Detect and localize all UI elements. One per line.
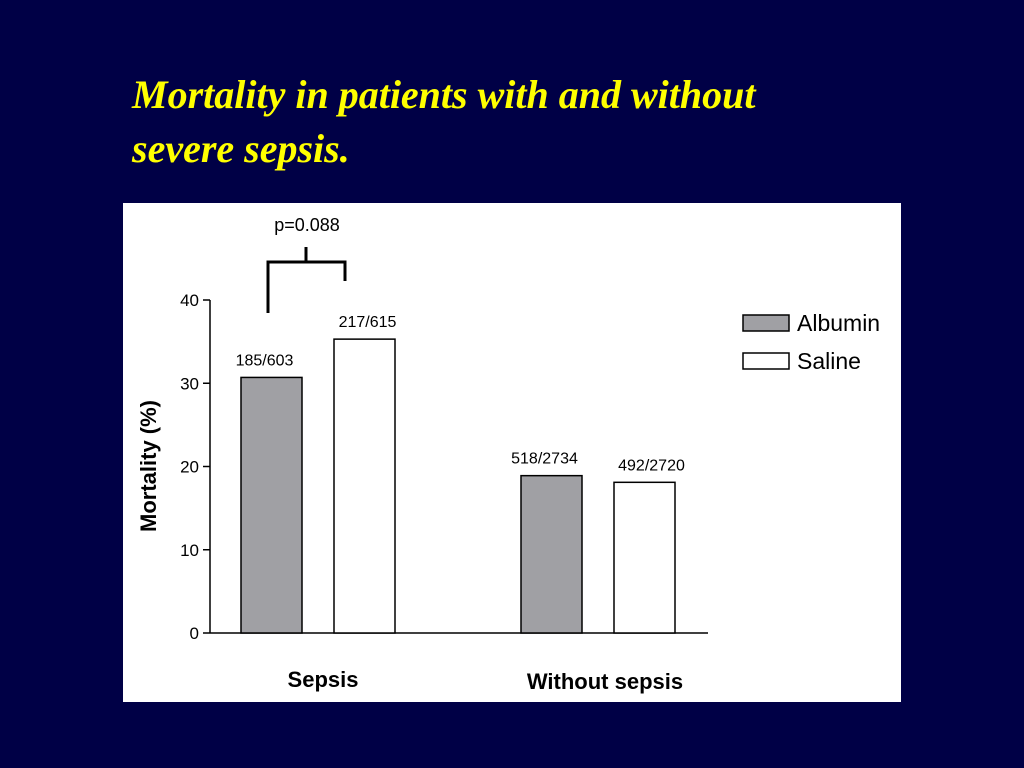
category-label: Sepsis [288,667,359,692]
y-tick-label: 30 [180,374,199,393]
legend-swatch-saline [742,352,790,370]
significance-annotation: p=0.088 [266,215,347,313]
legend-label-albumin: Albumin [797,310,880,336]
y-ticks-group: 0 10 20 30 40 [180,291,210,643]
bar-saline-0 [333,338,396,634]
chart-panel: Mortality (%) 0 10 20 30 40 185/603 518/2734 2… [123,203,901,702]
legend: Albumin Saline [742,310,880,374]
bar-albumin-0 [240,376,303,634]
bar-value-label: 185/603 [236,352,294,369]
bar-value-label: 492/2720 [618,457,685,474]
p-value-label: p=0.088 [274,215,340,235]
legend-label-saline: Saline [797,348,861,374]
category-label: Without sepsis [527,669,683,694]
y-tick-label: 40 [180,291,199,310]
bars-group [240,338,676,634]
bar-saline-1 [613,481,676,634]
bar-labels-group: 185/603 518/2734 217/615 492/2720 [236,314,685,474]
slide-title-line-2: severe sepsis. [132,126,350,171]
slide-title-line-1: Mortality in patients with and without [132,72,756,117]
bar-value-label: 217/615 [339,314,397,331]
mortality-bar-chart: Mortality (%) 0 10 20 30 40 185/603 518/2734 2… [136,215,880,694]
legend-swatch-albumin [742,314,790,332]
bar-value-label: 518/2734 [511,451,578,468]
category-labels-group: Sepsis Without sepsis [288,667,684,694]
y-axis-label: Mortality (%) [136,400,161,532]
significance-bracket [266,247,347,313]
y-tick-label: 20 [180,458,199,477]
y-tick-label: 0 [190,624,199,643]
slide-title: Mortality in patients with and without s… [132,68,912,176]
y-tick-label: 10 [180,541,199,560]
bar-albumin-1 [520,474,583,634]
